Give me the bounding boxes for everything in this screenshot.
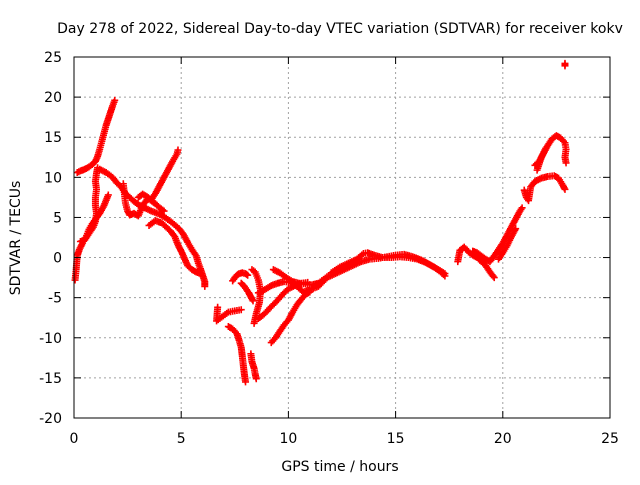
x-tick-label: 25 (601, 431, 619, 447)
x-axis-label: GPS time / hours (281, 459, 398, 475)
data-point-arc-5 (160, 207, 168, 215)
y-tick-label: 25 (44, 50, 62, 66)
data-point-arc-24 (542, 144, 550, 152)
grid-lines (74, 57, 610, 418)
data-point-outlier (561, 62, 569, 70)
plot-frame (73, 56, 611, 419)
x-tick-label: 10 (279, 431, 297, 447)
y-axis-label: SDTVAR / TECUs (8, 181, 24, 296)
data-point-arc-20 (518, 204, 526, 212)
y-tick-label: -10 (39, 331, 62, 347)
data-point-arc-19 (490, 274, 498, 282)
data-point-arc-11 (249, 297, 257, 305)
y-tick-label: 0 (53, 251, 62, 267)
y-tick-label: 5 (53, 210, 62, 226)
data-point-arc-21 (512, 225, 520, 233)
y-tick-label: -15 (39, 371, 62, 387)
data-points (71, 59, 570, 386)
data-point-arc-5 (159, 206, 167, 214)
data-point-arc-18 (439, 271, 447, 279)
data-point-arc-23 (562, 159, 570, 167)
data-point-arc-2 (111, 96, 119, 104)
data-point-arc-1 (104, 191, 112, 199)
data-point-arc-6 (174, 146, 182, 154)
x-tick-label: 5 (177, 431, 186, 447)
data-point-arc-17 (323, 273, 331, 281)
data-point-arc-22 (561, 185, 569, 193)
data-point-arc-7 (196, 270, 204, 278)
data-point-arc-13 (250, 319, 258, 327)
y-tick-label: -5 (48, 291, 62, 307)
data-point-arc-19 (489, 272, 497, 280)
data-point-arc-4 (201, 282, 209, 290)
y-tick-label: 15 (44, 130, 62, 146)
y-tick-label: 10 (44, 170, 62, 186)
x-tick-label: 15 (387, 431, 405, 447)
data-point-arc-10 (244, 271, 252, 279)
x-tick-label: 0 (70, 431, 79, 447)
chart-title: Day 278 of 2022, Sidereal Day-to-day VTE… (57, 21, 623, 37)
data-point-arc-10 (243, 270, 251, 278)
y-tick-label: -20 (39, 411, 62, 427)
data-point-arc-12 (252, 375, 260, 383)
data-point-arc-8 (237, 306, 245, 314)
data-point-arc-9 (242, 378, 250, 386)
y-tick-label: 20 (44, 90, 62, 106)
x-tick-label: 20 (494, 431, 512, 447)
data-point-arc-18 (441, 272, 449, 280)
axis-ticks: 0 5 10 15 20 25 -20 -15 -10 -5 0 5 10 15 20 25 (39, 50, 619, 447)
